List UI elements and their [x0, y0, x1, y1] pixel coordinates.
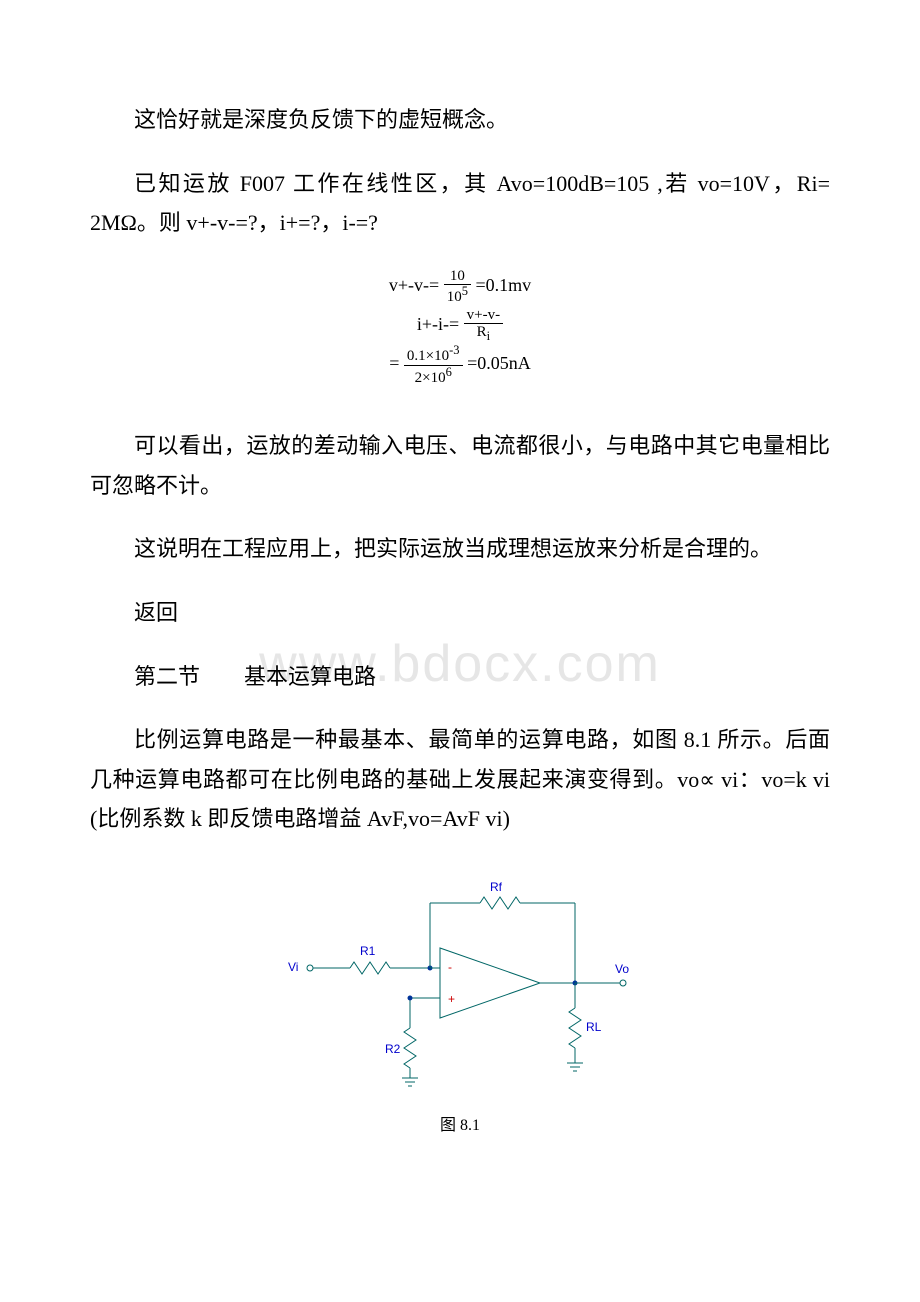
vi-terminal-icon: [307, 965, 313, 971]
eq1-fraction: 10 105: [444, 268, 471, 306]
eq3-num: 0.1×10-3: [404, 344, 463, 366]
rl-resistor-icon: [569, 1008, 581, 1048]
paragraph-conclusion: 这说明在工程应用上，把实际运放当成理想运放来分析是合理的。: [90, 529, 830, 569]
r1-resistor-icon: [350, 962, 390, 974]
equation-line-2: i+-i-= v+-v- Ri: [90, 306, 830, 345]
paragraph-virtual-short: 这恰好就是深度负反馈下的虚短概念。: [90, 100, 830, 140]
eq3-left: =: [389, 353, 399, 373]
eq1-right: =0.1mv: [475, 275, 531, 295]
rf-resistor-icon: [480, 897, 520, 909]
vi-label: Vi: [288, 960, 298, 974]
eq1-left: v+-v-=: [389, 275, 439, 295]
rl-label: RL: [586, 1020, 602, 1034]
vo-label: Vo: [615, 962, 629, 976]
return-link[interactable]: 返回: [90, 593, 830, 633]
opamp-minus-label: -: [448, 960, 452, 974]
vo-terminal-icon: [620, 980, 626, 986]
r1-label: R1: [360, 944, 376, 958]
circuit-diagram-svg: Vi R1 Rf - +: [280, 863, 640, 1093]
eq3-right: =0.05nA: [467, 353, 531, 373]
eq2-den: Ri: [464, 324, 503, 344]
circuit-figure: Vi R1 Rf - +: [90, 863, 830, 1140]
r2-label: R2: [385, 1042, 401, 1056]
eq1-den: 105: [444, 285, 471, 306]
paragraph-example-setup: 已知运放 F007 工作在线性区，其 Avo=100dB=105 ,若 vo=1…: [90, 164, 830, 243]
paragraph-observation: 可以看出，运放的差动输入电压、电流都很小，与电路中其它电量相比可忽略不计。: [90, 426, 830, 505]
paragraph-proportional-circuit: 比例运算电路是一种最基本、最简单的运算电路，如图 8.1 所示。后面几种运算电路…: [90, 720, 830, 839]
equation-line-3: = 0.1×10-3 2×106 =0.05nA: [90, 344, 830, 386]
equation-line-1: v+-v-= 10 105 =0.1mv: [90, 267, 830, 306]
r2-resistor-icon: [404, 1028, 416, 1068]
opamp-triangle-icon: [440, 948, 540, 1018]
equation-block: v+-v-= 10 105 =0.1mv i+-i-= v+-v- Ri = 0…: [90, 267, 830, 386]
eq3-fraction: 0.1×10-3 2×106: [404, 344, 463, 386]
circuit-caption: 图 8.1: [90, 1112, 830, 1141]
rf-label: Rf: [490, 880, 503, 894]
node-icon: [408, 995, 413, 1000]
section-2-heading: 第二节 基本运算电路: [90, 657, 830, 697]
eq2-left: i+-i-=: [417, 314, 459, 334]
page-content: 这恰好就是深度负反馈下的虚短概念。 已知运放 F007 工作在线性区，其 Avo…: [90, 100, 830, 1140]
eq2-num: v+-v-: [464, 307, 503, 325]
eq3-den: 2×106: [404, 366, 463, 387]
eq2-fraction: v+-v- Ri: [464, 307, 503, 344]
opamp-plus-label: +: [448, 992, 455, 1006]
eq1-num: 10: [444, 268, 471, 286]
